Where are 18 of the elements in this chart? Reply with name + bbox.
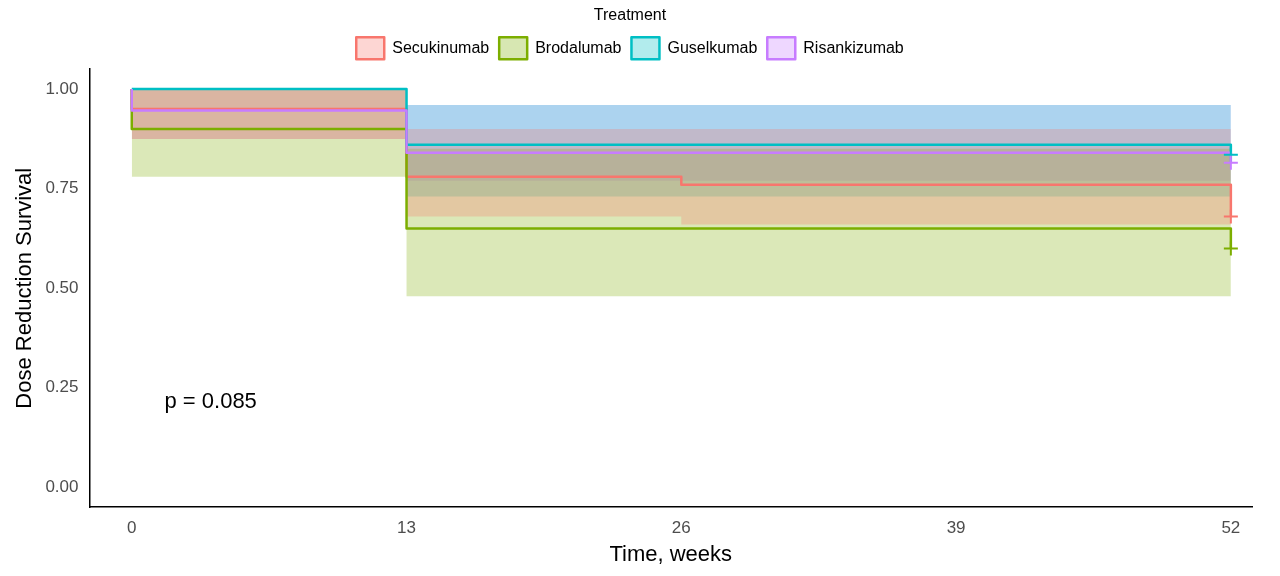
legend-label: Guselkumab — [667, 38, 758, 56]
legend-label: Brodalumab — [535, 38, 622, 56]
y-tick-label: 0.75 — [45, 178, 79, 198]
y-tick-label: 0.00 — [45, 476, 79, 496]
y-tick-label: 1.00 — [45, 78, 79, 98]
y-axis-title: Dose Reduction Survival — [11, 167, 37, 409]
legend-label: Risankizumab — [803, 38, 904, 56]
x-tick-label: 26 — [671, 518, 691, 538]
x-tick-label: 13 — [397, 518, 416, 538]
x-tick-label: 39 — [946, 518, 966, 538]
x-tick-label: 0 — [127, 518, 137, 538]
y-tick-label: 0.25 — [45, 377, 79, 397]
x-axis-title: Time, weeks — [609, 540, 733, 566]
annotation: p = 0.085 — [164, 388, 257, 414]
legend-label: Secukinumab — [392, 38, 490, 56]
legend-title: Treatment — [593, 6, 667, 24]
y-tick-label: 0.50 — [45, 277, 79, 297]
x-tick-label: 52 — [1221, 518, 1241, 538]
